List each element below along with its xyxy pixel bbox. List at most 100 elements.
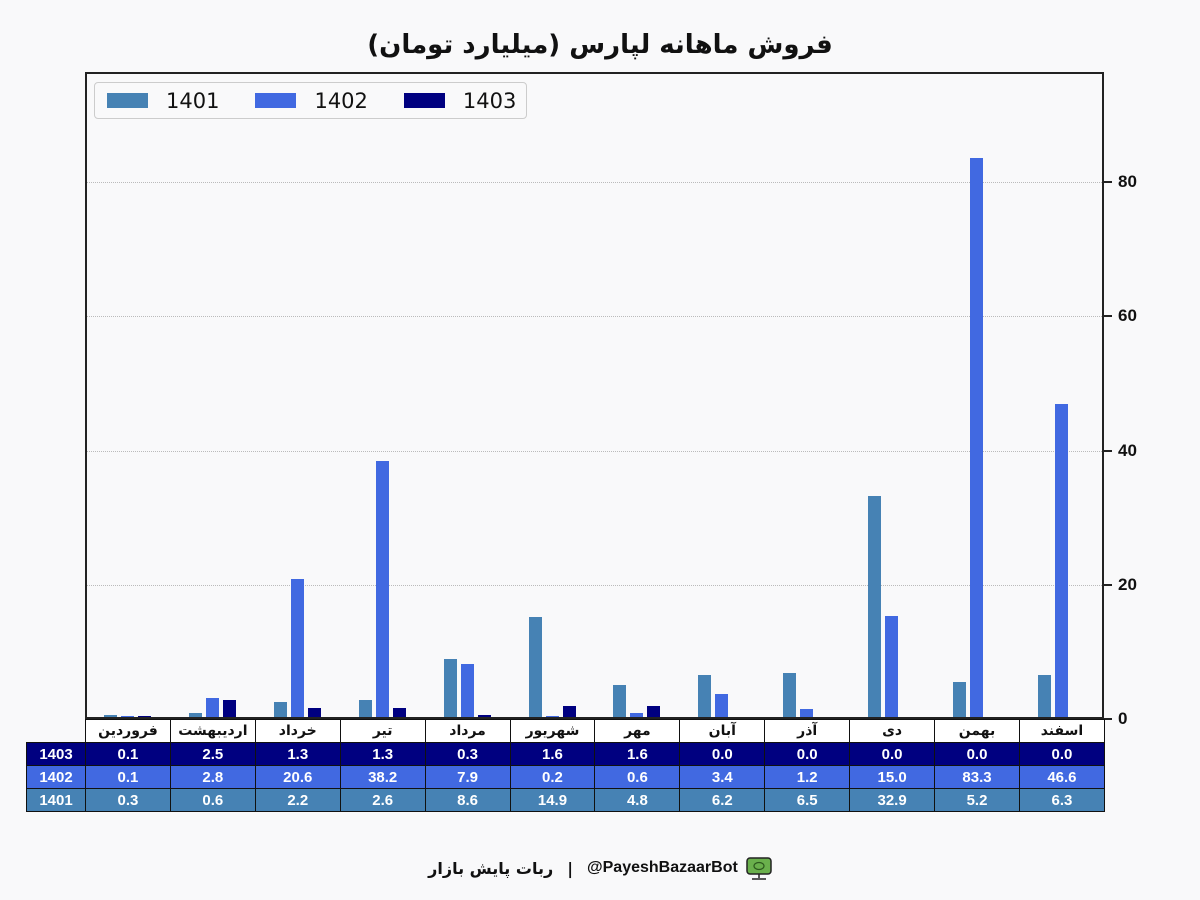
row-label: 1401 <box>26 788 86 812</box>
table-cell: 0.1 <box>85 765 171 789</box>
bar-1401 <box>698 675 712 717</box>
legend-item-1402: 1402 <box>255 88 368 113</box>
legend-swatch <box>255 93 297 108</box>
bar-1402 <box>1055 404 1069 717</box>
table-cell: 0.0 <box>1018 742 1105 766</box>
y-tick-label: 80 <box>1118 172 1137 191</box>
plot-area <box>85 72 1104 719</box>
monitor-bot-icon <box>746 857 772 880</box>
table-cell: 2.2 <box>254 788 341 812</box>
table-cell: 0.3 <box>85 788 171 812</box>
bar-1401 <box>103 715 117 717</box>
table-cell: 83.3 <box>934 765 1020 789</box>
bar-1402 <box>970 157 984 717</box>
table-cell: 0.1 <box>85 742 171 766</box>
table-cell: 0.0 <box>934 742 1020 766</box>
bar-1403 <box>222 700 236 717</box>
bar-1402 <box>715 694 729 717</box>
y-tick-label: 60 <box>1118 306 1137 326</box>
bar-1401 <box>358 699 372 717</box>
table-cell: 38.2 <box>339 765 426 789</box>
month-header: شهریور <box>509 719 596 743</box>
table-cell: 0.0 <box>679 742 766 766</box>
table-cell: 5.2 <box>934 788 1020 812</box>
table-cell: 0.0 <box>764 742 851 766</box>
table-cell: 8.6 <box>424 788 511 812</box>
y-tick <box>1104 181 1112 183</box>
table-cell: 2.5 <box>169 742 256 766</box>
y-tick <box>1104 315 1112 318</box>
bar-1401 <box>188 712 202 717</box>
table-cell: 4.8 <box>594 788 681 812</box>
y-tick-label: 20 <box>1118 574 1137 594</box>
separator: | <box>567 858 574 878</box>
table-cell: 32.9 <box>849 788 936 812</box>
table-row: 1402 0.1 2.8 20.6 38.2 7.9 0.2 0.6 3.4 1.2 15.0 83.… <box>26 765 1105 789</box>
y-tick-label: 0 <box>1118 709 1128 728</box>
table-cell: 0.2 <box>509 765 596 789</box>
table-cell: 1.3 <box>254 742 341 766</box>
month-header: فروردین <box>85 719 171 743</box>
bot-handle: @PayeshBazaarBot <box>587 859 738 876</box>
chart-title: فروش ماهانه لپارس (میلیارد تومان) <box>367 30 833 60</box>
bar-1402 <box>800 708 814 717</box>
table-cell: 0.6 <box>169 788 256 812</box>
bar-1401 <box>273 702 287 717</box>
month-header: بهمن <box>934 719 1020 743</box>
month-header: آذر <box>764 719 851 743</box>
gridline <box>87 584 1102 586</box>
month-header: اسفند <box>1018 719 1105 743</box>
gridline <box>87 316 1102 318</box>
month-header: آبان <box>679 719 766 743</box>
bar-1401 <box>868 496 882 717</box>
bar-1402 <box>885 616 899 717</box>
legend-label: 1402 <box>314 88 368 113</box>
table-cell: 1.2 <box>764 765 851 789</box>
month-header: تیر <box>339 719 426 743</box>
legend-item-1401: 1401 <box>107 89 219 113</box>
y-tick <box>1104 718 1112 720</box>
table-cell: 6.2 <box>679 788 766 812</box>
legend-item-1403: 1403 <box>403 89 516 113</box>
y-tick <box>1104 449 1112 452</box>
table-cell: 0.0 <box>849 742 936 766</box>
table-cell: 46.6 <box>1018 765 1105 789</box>
data-table: فروردین اردیبهشت خرداد تیر مرداد شهریور مهر آبا… <box>26 719 1105 812</box>
bar-1402 <box>120 716 134 717</box>
bar-1403 <box>647 706 661 717</box>
bar-1403 <box>562 706 576 717</box>
table-cell: 3.4 <box>679 765 766 789</box>
bar-1401 <box>528 616 542 717</box>
table-cell: 6.3 <box>1018 788 1105 812</box>
row-label: 1402 <box>26 765 86 789</box>
bar-1401 <box>613 684 627 717</box>
month-header: دی <box>849 719 936 743</box>
legend-label: 1401 <box>166 88 220 113</box>
gridline <box>87 450 1102 452</box>
table-cell: 6.5 <box>764 788 851 812</box>
bar-1402 <box>375 460 389 717</box>
bar-1401 <box>1038 674 1052 717</box>
table-cell: 1.3 <box>339 742 426 766</box>
gridline <box>87 182 1102 183</box>
table-cell: 2.6 <box>339 788 426 812</box>
table-cell: 1.6 <box>509 742 596 766</box>
table-cell: 0.6 <box>594 765 681 789</box>
table-cell: 20.6 <box>254 765 341 789</box>
y-tick <box>1104 583 1112 586</box>
y-tick-label: 40 <box>1118 440 1137 460</box>
bot-name: ربات پایش بازار <box>428 858 554 878</box>
table-cell: 2.8 <box>169 765 256 789</box>
bar-1402 <box>290 578 304 717</box>
bar-1402 <box>205 698 219 717</box>
legend-swatch <box>403 93 445 108</box>
bar-1403 <box>137 716 151 717</box>
bar-1403 <box>392 708 406 717</box>
table-cell: 7.9 <box>424 765 511 789</box>
table-cell: 0.3 <box>424 742 511 766</box>
bar-1403 <box>307 708 321 717</box>
bar-1402 <box>545 715 559 717</box>
table-corner <box>27 720 86 743</box>
table-cell: 15.0 <box>849 765 936 789</box>
bar-1401 <box>443 659 457 717</box>
